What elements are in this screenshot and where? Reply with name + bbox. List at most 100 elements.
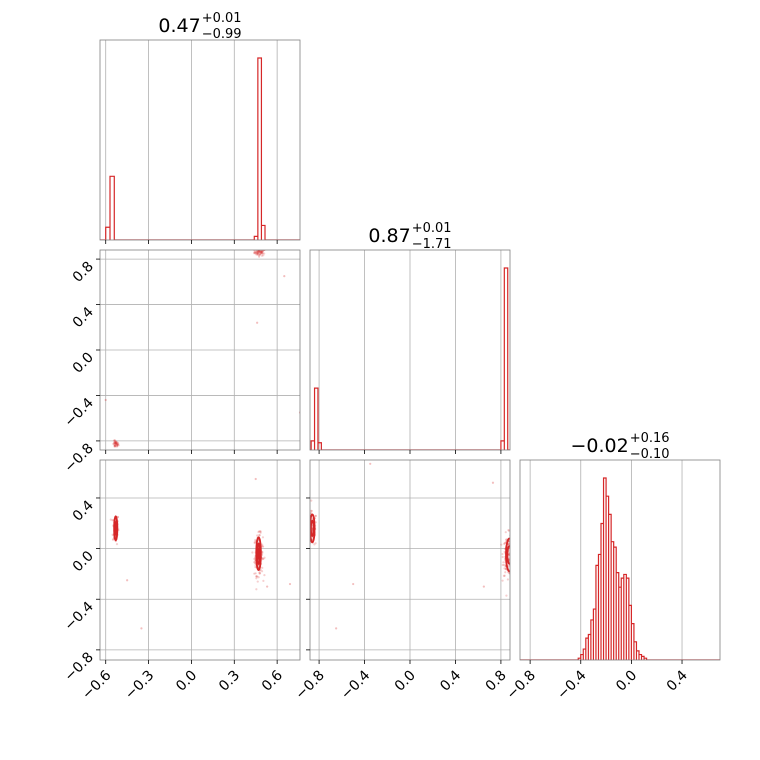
scatter-21-point-4 (260, 250, 263, 253)
scatter-31-point-89 (255, 577, 258, 580)
scatter-32-point-210 (369, 462, 372, 465)
scatter-31-point-240 (126, 579, 129, 582)
scatter-21-point-71 (116, 444, 119, 448)
scatter-31-point-183 (257, 576, 260, 579)
scatter-21-point-60 (115, 441, 118, 445)
scatter-31-point-6 (111, 538, 115, 541)
scatter-21-point-95 (113, 443, 116, 447)
scatter-32-xtick-label-0: −0.8 (293, 668, 328, 703)
panel-title-1: 0.47+0.01 (158, 11, 241, 37)
scatter-21-point-33 (260, 250, 263, 253)
scatter-21-point-0 (258, 250, 261, 252)
scatter-31-point-85 (262, 557, 265, 561)
panel-hist-param2 (309, 249, 511, 454)
scatter-32-contour-3 (506, 545, 510, 565)
scatter-31-contour-1 (113, 521, 118, 536)
scatter-32-point-121 (504, 571, 507, 574)
hist-param1-step-line (100, 57, 300, 240)
panel-scatter-param1-param2: −0.8 −0.4 0.0 0.4 0.8 (61, 249, 301, 476)
scatter-21-point-29 (259, 250, 263, 253)
scatter-31-point-232 (254, 565, 257, 569)
scatter-31-ytick-label-3: 0.4 (70, 497, 97, 524)
scatter-21-point-97 (114, 445, 117, 448)
scatter-31-point-189 (255, 575, 258, 578)
hist-param3-xtick-label-3: 0.4 (664, 667, 691, 694)
scatter-32-point-17 (307, 529, 309, 531)
scatter-21-point-41 (258, 252, 261, 255)
scatter-21-point-44 (258, 250, 262, 252)
scatter-31-point-86 (261, 566, 264, 569)
panel-hist-param1 (99, 39, 301, 244)
scatter-31-point-96 (263, 573, 266, 577)
scatter-31-point-157 (253, 557, 256, 560)
scatter-32-point-150 (507, 529, 510, 532)
scatter-31-point-214 (262, 579, 265, 582)
panel-scatter-param1-param3: −0.6 −0.3 0.0 0.3 0.6−0.8−0.40.00.4 (61, 459, 301, 703)
scatter-21-point-84 (116, 443, 119, 446)
scatter-31-xtick-label-3: 0.3 (216, 668, 243, 695)
scatter-32-point-44 (314, 514, 318, 517)
scatter-21-point-28 (255, 253, 258, 256)
scatter-21-point-86 (115, 443, 119, 446)
scatter-32-point-186 (508, 553, 510, 556)
scatter-21-ytick-label-3: 0.4 (70, 304, 97, 331)
scatter-31-point-209 (258, 572, 261, 575)
scatter-21-point-19 (255, 251, 258, 254)
scatter-21-point-79 (117, 444, 120, 447)
scatter-21-point-45 (258, 250, 261, 253)
scatter-31-point-242 (254, 477, 257, 481)
scatter-21-point-78 (113, 440, 117, 443)
scatter-21-point-15 (262, 250, 265, 252)
scatter-32-point-115 (503, 563, 506, 567)
scatter-31-point-143 (256, 575, 259, 578)
scatter-21-point-37 (260, 251, 263, 254)
scatter-21-point-9 (258, 250, 261, 254)
scatter-31-point-206 (258, 571, 261, 574)
scatter-32-point-19 (306, 529, 308, 531)
scatter-32-contour-2 (505, 537, 510, 573)
scatter-31-point-162 (255, 588, 258, 591)
scatter-21-point-89 (114, 440, 117, 443)
scatter-21-point-64 (114, 442, 118, 445)
hist-param2-step-line (310, 267, 510, 450)
scatter-32-point-96 (507, 529, 510, 532)
scatter-32-point-179 (503, 542, 506, 545)
scatter-21-point-80 (114, 442, 117, 445)
scatter-31-point-163 (254, 539, 257, 542)
scatter-21-point-94 (113, 439, 116, 443)
scatter-21-point-73 (114, 442, 118, 445)
scatter-32-point-196 (504, 531, 507, 534)
scatter-21-point-87 (114, 441, 118, 445)
scatter-21-point-54 (259, 252, 262, 256)
hist-param1-frame (99, 39, 301, 241)
panel-title-2: 0.87+0.01 (368, 221, 451, 247)
scatter-21-point-72 (113, 438, 116, 442)
scatter-21-ytick-label-4: 0.8 (70, 259, 97, 286)
scatter-21-point-35 (255, 252, 259, 255)
scatter-31-point-75 (109, 518, 112, 521)
scatter-31-point-104 (253, 541, 256, 545)
panel-title-2-plus: +0.01 (412, 221, 452, 236)
panel-title-3: −0.02+0.16 (570, 431, 669, 457)
hist-param3-frame (519, 459, 721, 661)
scatter-31-point-229 (253, 572, 256, 575)
scatter-21-point-20 (262, 254, 265, 257)
scatter-32-point-201 (507, 543, 510, 546)
scatter-31-xtick-label-2: 0.0 (173, 668, 200, 695)
scatter-21-point-42 (254, 251, 257, 254)
scatter-21-point-96 (112, 442, 115, 445)
scatter-31-point-100 (257, 530, 260, 534)
scatter-21-point-11 (260, 250, 263, 253)
scatter-32-point-214 (482, 585, 485, 588)
scatter-32-point-40 (310, 509, 313, 513)
scatter-21-point-82 (114, 444, 117, 447)
scatter-21-point-56 (261, 252, 264, 255)
scatter-21-point-62 (116, 443, 119, 446)
scatter-31-point-94 (259, 530, 262, 533)
panel-title-2-value: 0.87 (368, 225, 410, 247)
hist-param3-xtick-label-2: 0.0 (613, 668, 640, 695)
scatter-21-point-13 (258, 253, 262, 256)
scatter-31-point-185 (256, 580, 259, 583)
scatter-31-point-121 (260, 570, 264, 573)
